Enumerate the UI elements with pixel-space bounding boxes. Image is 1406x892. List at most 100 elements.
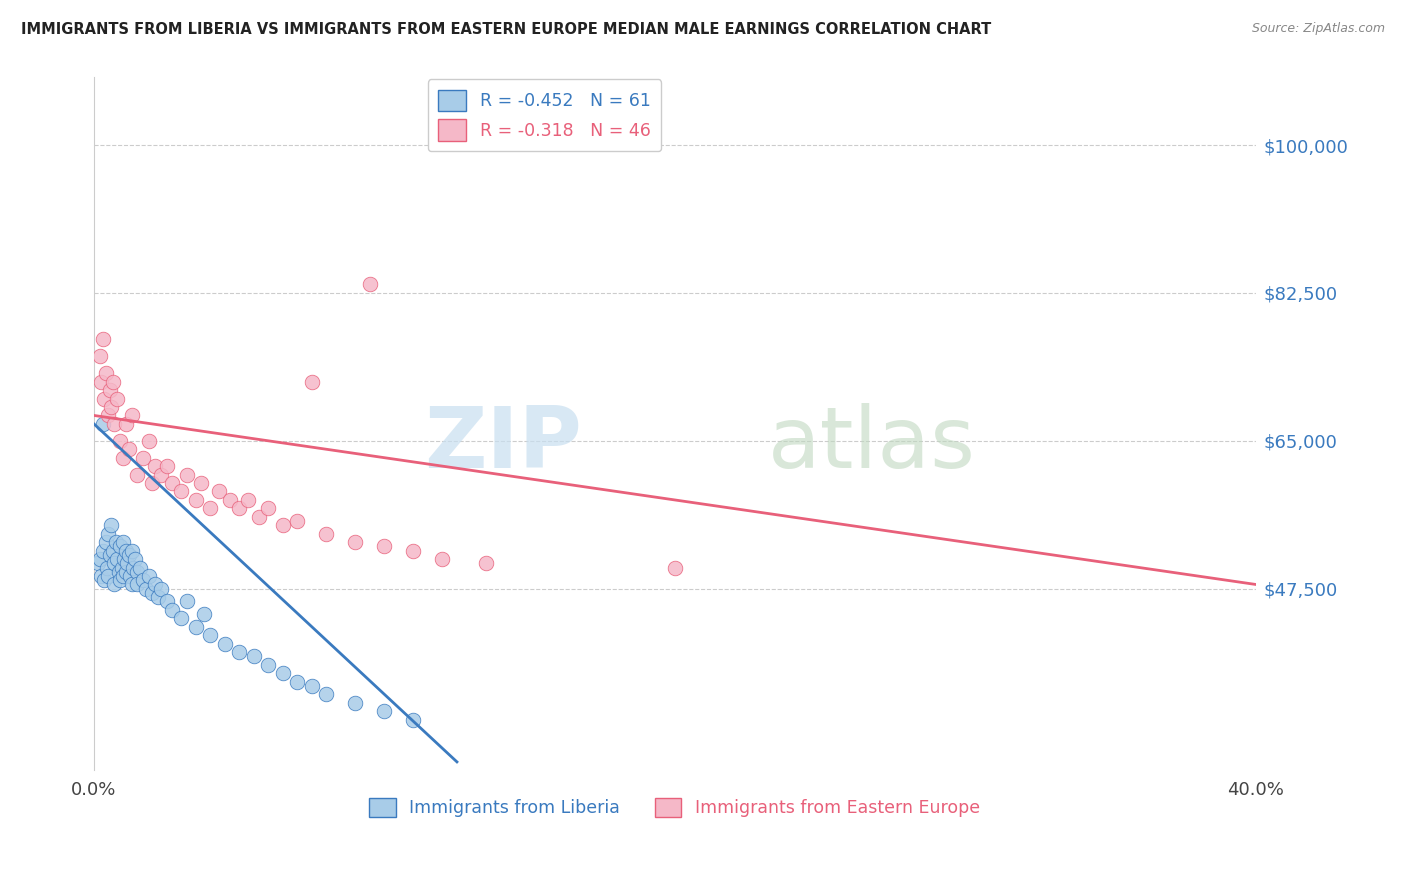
Point	[162, 476, 184, 491]
Point	[93, 392, 115, 406]
Point	[96, 560, 118, 574]
Point	[170, 611, 193, 625]
Point	[107, 565, 129, 579]
Point	[127, 577, 149, 591]
Point	[118, 442, 141, 457]
Point	[132, 573, 155, 587]
Point	[198, 501, 221, 516]
Point	[97, 569, 120, 583]
Point	[190, 476, 212, 491]
Point	[100, 518, 122, 533]
Point	[87, 557, 110, 571]
Point	[101, 543, 124, 558]
Point	[91, 543, 114, 558]
Point	[176, 467, 198, 482]
Point	[141, 586, 163, 600]
Point	[98, 548, 121, 562]
Point	[115, 417, 138, 431]
Point	[127, 467, 149, 482]
Point	[249, 509, 271, 524]
Point	[193, 607, 215, 621]
Point	[257, 501, 280, 516]
Point	[432, 552, 454, 566]
Point	[94, 535, 117, 549]
Point	[664, 560, 686, 574]
Point	[101, 375, 124, 389]
Point	[402, 713, 425, 727]
Point	[143, 577, 166, 591]
Legend: Immigrants from Liberia, Immigrants from Eastern Europe: Immigrants from Liberia, Immigrants from…	[363, 791, 987, 824]
Point	[162, 603, 184, 617]
Point	[138, 569, 160, 583]
Point	[236, 492, 259, 507]
Point	[127, 565, 149, 579]
Point	[105, 552, 128, 566]
Point	[111, 450, 134, 465]
Point	[103, 417, 125, 431]
Point	[120, 569, 142, 583]
Point	[208, 484, 231, 499]
Point	[89, 552, 111, 566]
Point	[89, 349, 111, 363]
Point	[219, 492, 242, 507]
Point	[143, 459, 166, 474]
Point	[115, 543, 138, 558]
Point	[184, 492, 207, 507]
Text: atlas: atlas	[768, 403, 976, 486]
Point	[149, 467, 172, 482]
Point	[271, 518, 294, 533]
Point	[155, 459, 177, 474]
Point	[257, 657, 280, 672]
Point	[176, 594, 198, 608]
Point	[129, 560, 152, 574]
Point	[373, 540, 395, 554]
Point	[315, 687, 337, 701]
Point	[301, 375, 323, 389]
Point	[117, 557, 139, 571]
Point	[344, 696, 367, 710]
Point	[108, 573, 131, 587]
Point	[285, 674, 308, 689]
Point	[402, 543, 425, 558]
Point	[132, 450, 155, 465]
Point	[122, 560, 145, 574]
Point	[141, 476, 163, 491]
Point	[93, 573, 115, 587]
Point	[115, 565, 138, 579]
Point	[135, 582, 157, 596]
Point	[121, 543, 143, 558]
Point	[97, 526, 120, 541]
Point	[121, 577, 143, 591]
Point	[108, 434, 131, 448]
Point	[100, 400, 122, 414]
Point	[108, 540, 131, 554]
Point	[110, 560, 132, 574]
Text: Source: ZipAtlas.com: Source: ZipAtlas.com	[1251, 22, 1385, 36]
Point	[91, 332, 114, 346]
Point	[90, 569, 112, 583]
Point	[198, 628, 221, 642]
Point	[103, 557, 125, 571]
Point	[124, 552, 146, 566]
Point	[103, 577, 125, 591]
Point	[98, 383, 121, 397]
Point	[285, 514, 308, 528]
Point	[301, 679, 323, 693]
Point	[90, 375, 112, 389]
Point	[271, 666, 294, 681]
Point	[138, 434, 160, 448]
Point	[105, 392, 128, 406]
Text: IMMIGRANTS FROM LIBERIA VS IMMIGRANTS FROM EASTERN EUROPE MEDIAN MALE EARNINGS C: IMMIGRANTS FROM LIBERIA VS IMMIGRANTS FR…	[21, 22, 991, 37]
Point	[475, 557, 498, 571]
Point	[104, 535, 127, 549]
Point	[118, 548, 141, 562]
Point	[170, 484, 193, 499]
Point	[111, 569, 134, 583]
Point	[373, 704, 395, 718]
Point	[155, 594, 177, 608]
Point	[91, 417, 114, 431]
Point	[121, 409, 143, 423]
Text: ZIP: ZIP	[425, 403, 582, 486]
Point	[112, 552, 135, 566]
Point	[94, 366, 117, 380]
